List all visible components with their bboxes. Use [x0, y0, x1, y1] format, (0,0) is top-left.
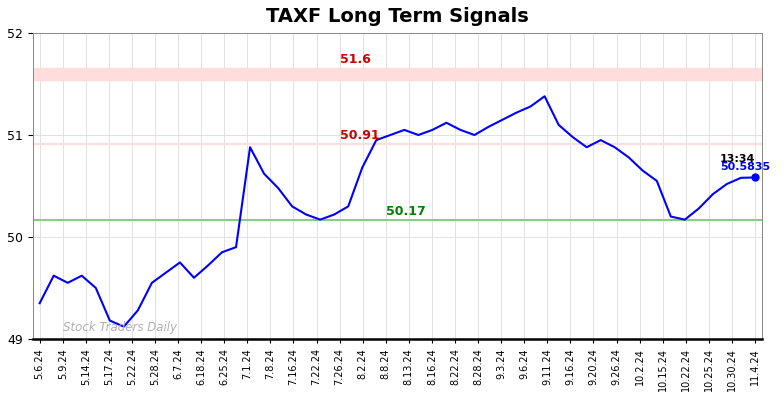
Text: 50.91: 50.91 — [339, 129, 379, 142]
Text: 51.6: 51.6 — [339, 53, 371, 66]
Text: 13:34: 13:34 — [720, 154, 755, 164]
Text: Stock Traders Daily: Stock Traders Daily — [63, 321, 176, 334]
Title: TAXF Long Term Signals: TAXF Long Term Signals — [266, 7, 528, 26]
Bar — [33, 68, 762, 80]
Text: 50.5835: 50.5835 — [720, 162, 770, 172]
Text: 50.17: 50.17 — [386, 205, 426, 218]
